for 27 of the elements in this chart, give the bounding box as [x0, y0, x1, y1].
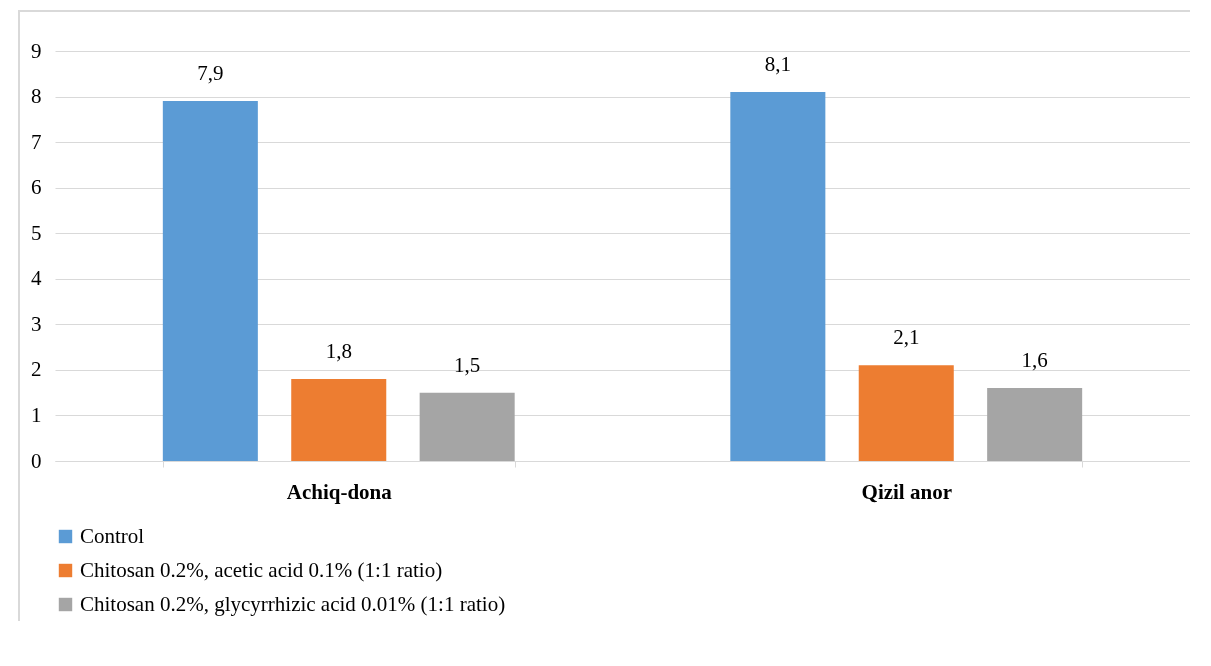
legend-label: Control — [80, 523, 145, 548]
bar — [858, 365, 954, 461]
y-tick-label: 6 — [31, 175, 42, 200]
data-label: 1,5 — [454, 352, 481, 377]
data-label: 2,1 — [893, 325, 920, 350]
y-tick-label: 2 — [31, 357, 42, 382]
y-tick-label: 9 — [31, 38, 42, 63]
legend-label: Chitosan 0.2%, acetic acid 0.1% (1:1 ratio) — [80, 557, 443, 582]
bar — [987, 388, 1083, 461]
y-tick-label: 3 — [31, 311, 42, 336]
data-label: 7,9 — [197, 61, 224, 86]
bar — [291, 379, 387, 461]
data-label: 8,1 — [764, 52, 791, 76]
legend-label: Chitosan 0.2%, glycyrrhizic acid 0.01% (1:1 ratio) — [80, 591, 506, 616]
y-tick-label: 1 — [31, 402, 42, 427]
bar — [419, 392, 515, 461]
y-tick-label: 8 — [31, 84, 42, 109]
bar — [162, 101, 258, 461]
data-label: 1,6 — [1021, 348, 1048, 373]
y-tick-label: 7 — [31, 129, 42, 154]
data-label: 1,8 — [325, 339, 352, 363]
bar — [730, 92, 826, 461]
x-tick-label: Qizil anor — [861, 479, 952, 504]
y-tick-label: 4 — [31, 266, 42, 291]
y-tick-label: 5 — [31, 220, 42, 245]
x-tick-label: Achiq-dona — [286, 479, 393, 504]
y-tick-label: 0 — [31, 448, 42, 473]
